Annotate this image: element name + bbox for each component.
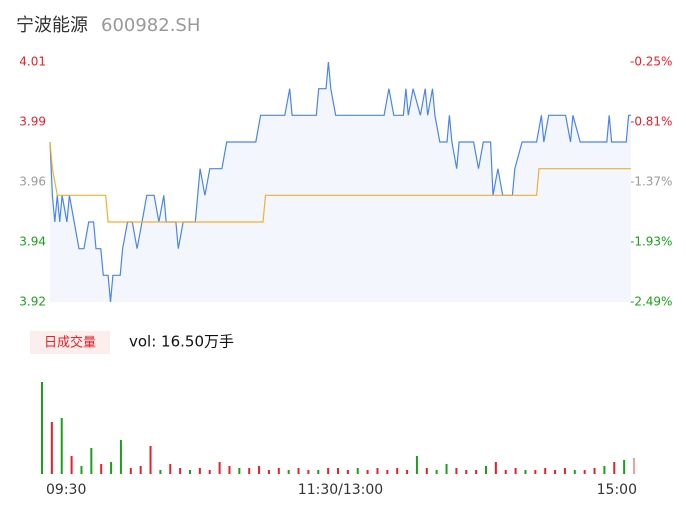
volume-bar [573,470,576,474]
volume-bar [524,470,527,474]
volume-bar [504,470,507,474]
y-tick-label: 3.94 [19,235,46,249]
volume-bar [80,466,83,474]
volume-bar [485,466,487,474]
volume-bar [139,466,142,474]
y-tick-label: 3.96 [19,175,46,189]
y2-tick-label: -0.25% [630,55,672,69]
volume-bar [337,468,339,474]
volume-bar [169,464,172,474]
volume-bar [386,470,389,474]
volume-bar [41,382,43,474]
volume-bar [494,462,497,474]
volume-bar [346,470,349,474]
volume-bar [633,458,635,474]
volume-bar [100,464,103,474]
x-tick-label: 09:30 [46,482,86,498]
volume-bar [297,468,300,474]
volume-bar [208,470,211,474]
volume-bar [376,468,379,474]
volume-bar [119,440,122,474]
volume-bar [277,468,280,474]
volume-bar [90,448,93,474]
x-tick-label: 11:30/13:00 [298,482,383,498]
volume-bar [445,464,448,474]
volume-bar [623,460,626,474]
volume-bar [563,468,566,474]
volume-bar [514,468,517,474]
avg-line [49,141,631,223]
volume-bar [593,468,596,474]
volume-bar [238,468,241,474]
volume-bar [435,470,438,474]
volume-bar [287,470,290,474]
volume-label: 日成交量 [44,335,96,351]
volume-label-bg [30,331,110,354]
volume-bar [406,470,409,474]
y2-tick-label: -0.81% [630,115,672,129]
volume-bar [159,470,162,474]
y2-tick-label: -1.37% [630,175,672,189]
price-line [49,61,631,303]
volume-bar [70,456,73,474]
volume-bar [198,468,201,474]
price-area [50,62,631,302]
y-tick-label: 3.92 [19,295,46,309]
volume-bar [267,470,270,474]
y2-tick-label: -1.93% [630,235,672,249]
volume-bar [396,468,399,474]
volume-bar [366,470,369,474]
volume-bar [50,422,53,474]
volume-bar [415,456,418,474]
y2-tick-label: -2.49% [630,295,672,309]
volume-bar [603,466,606,474]
volume-bar [110,462,113,474]
chart-title: 宁波能源 [16,15,88,36]
chart-subtitle: 600982.SH [101,15,200,36]
volume-bar [307,470,310,474]
volume-bar [327,468,330,474]
x-tick-label: 15:00 [597,482,637,498]
volume-bar [189,470,191,474]
y-tick-label: 4.01 [19,55,46,69]
volume-bar [317,470,320,474]
y-tick-label: 3.99 [19,115,46,129]
volume-text: vol: 16.50万手 [129,333,234,351]
volume-bar [465,470,468,474]
volume-bar [218,462,221,474]
volume-bar [613,462,616,474]
volume-bar [179,468,182,474]
volume-bar [583,470,586,474]
volume-bar [149,446,152,474]
volume-bar [544,468,547,474]
volume-bar [455,468,458,474]
volume-bar [60,418,63,474]
volume-bar [425,468,428,474]
volume-bar [554,470,557,474]
volume-bar [475,470,478,474]
volume-bar [129,468,132,474]
volume-bar [356,468,359,474]
volume-bar [228,466,231,474]
volume-bar [248,468,251,474]
volume-bar [534,470,537,474]
volume-bar [258,466,261,474]
